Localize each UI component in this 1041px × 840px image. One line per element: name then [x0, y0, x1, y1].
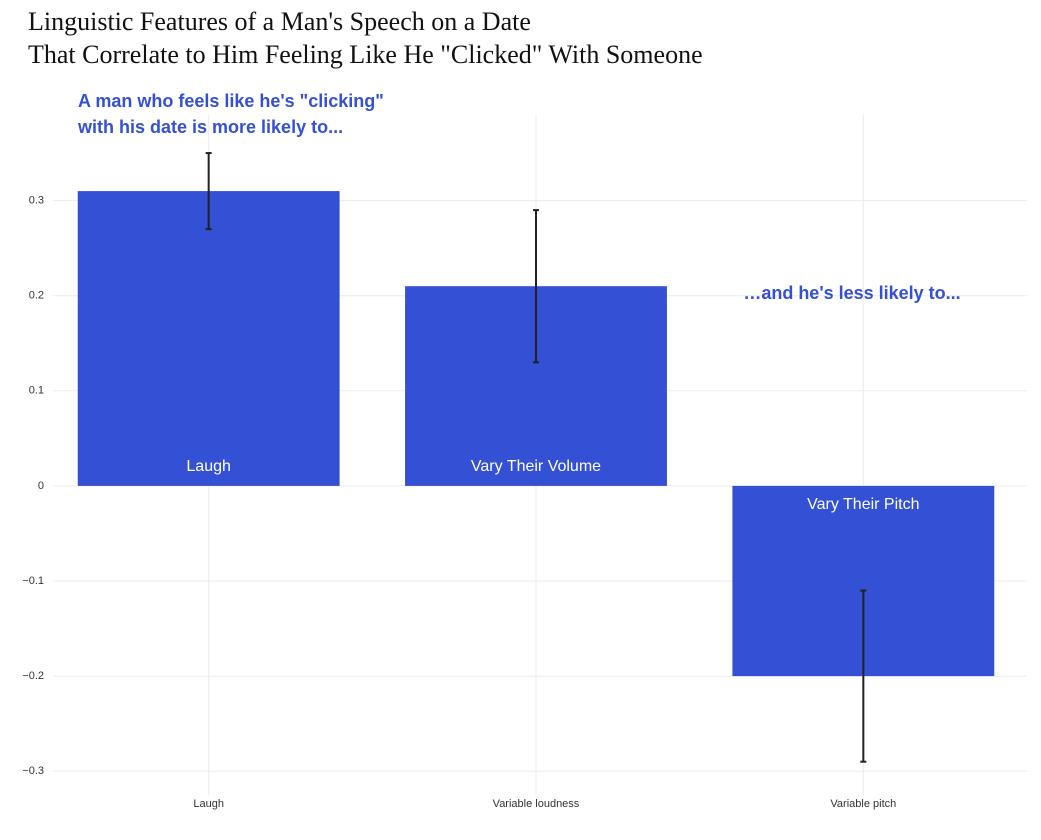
y-tick-label: 0.3 — [29, 195, 44, 207]
x-tick-label: Variable pitch — [830, 798, 896, 810]
y-tick-label: 0.1 — [29, 385, 44, 397]
x-tick-label: Variable loudness — [493, 798, 580, 810]
y-tick-label: 0 — [38, 480, 44, 492]
error-bar — [205, 152, 212, 231]
marks: Laugh Vary Their Volume Vary Their Pitch — [77, 152, 995, 763]
chart-title: Linguistic Features of a Man's Speech on… — [28, 7, 531, 36]
annotation: …and he's less likely to... — [743, 283, 960, 303]
bar — [77, 191, 340, 486]
bar-label: Vary Their Volume — [471, 458, 601, 475]
annotation: A man who feels like he's "clicking" — [78, 91, 384, 111]
chart-title: That Correlate to Him Feeling Like He "C… — [28, 40, 703, 69]
y-tick-label: −0.3 — [22, 765, 44, 777]
error-bar — [860, 589, 867, 763]
x-tick-label: Laugh — [193, 798, 224, 810]
bar-label: Vary Their Pitch — [807, 496, 919, 513]
y-tick-label: 0.2 — [29, 290, 44, 302]
bar-label: Laugh — [186, 458, 231, 475]
annotation: with his date is more likely to... — [77, 117, 343, 137]
y-tick-label: −0.1 — [22, 575, 44, 587]
y-tick-label: −0.2 — [22, 670, 44, 682]
error-bar — [533, 209, 539, 364]
